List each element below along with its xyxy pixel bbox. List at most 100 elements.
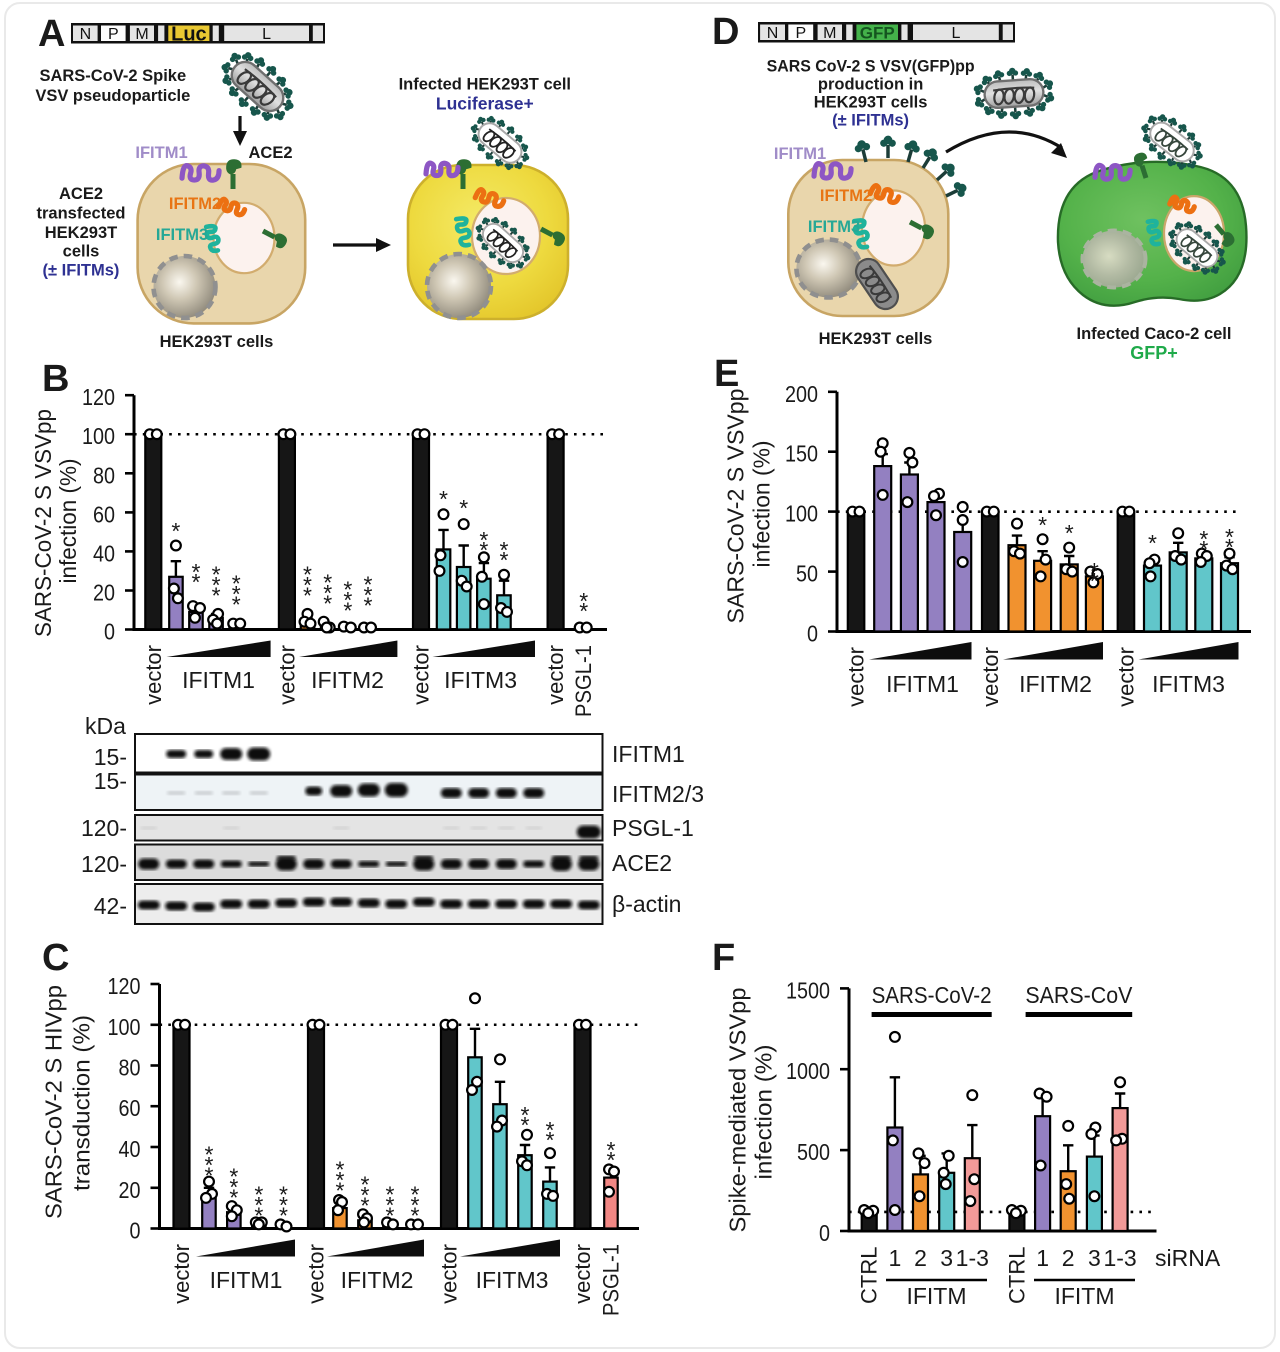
- svg-text:*: *: [336, 1167, 345, 1193]
- svg-text:0: 0: [130, 1218, 141, 1244]
- svg-text:vector: vector: [844, 647, 869, 707]
- svg-text:60: 60: [93, 501, 115, 527]
- svg-text:SARS-CoV-2 S VSVpp: SARS-CoV-2 S VSVpp: [722, 389, 748, 624]
- svg-text:*: *: [1199, 526, 1208, 552]
- svg-text:Luc: Luc: [171, 24, 207, 46]
- svg-text:PSGL-1: PSGL-1: [599, 1244, 624, 1316]
- svg-text:40: 40: [93, 540, 115, 566]
- svg-text:1500: 1500: [786, 977, 830, 1003]
- svg-text:*: *: [386, 1192, 395, 1218]
- svg-text:3: 3: [1088, 1245, 1101, 1271]
- svg-text:SARS CoV-2 S VSV(GFP)pp: SARS CoV-2 S VSV(GFP)pp: [767, 58, 975, 76]
- svg-text:500: 500: [797, 1139, 830, 1165]
- svg-text:transfected: transfected: [37, 205, 126, 223]
- svg-text:transduction (%): transduction (%): [69, 1015, 95, 1191]
- svg-text:IFITM1: IFITM1: [210, 1267, 283, 1293]
- svg-text:vector: vector: [978, 647, 1003, 707]
- svg-text:20: 20: [119, 1177, 141, 1203]
- svg-text:*: *: [607, 1147, 616, 1173]
- svg-text:100: 100: [108, 1014, 141, 1040]
- svg-text:*: *: [364, 572, 373, 598]
- svg-text:SARS-CoV-2 S HIVpp: SARS-CoV-2 S HIVpp: [41, 985, 67, 1219]
- svg-text:*: *: [459, 495, 468, 521]
- svg-text:GFP: GFP: [860, 23, 895, 42]
- svg-text:vector: vector: [141, 645, 166, 705]
- svg-text:vector: vector: [304, 1244, 329, 1304]
- svg-text:2: 2: [914, 1245, 927, 1271]
- svg-text:vector: vector: [437, 1244, 462, 1304]
- svg-text:*: *: [343, 577, 352, 603]
- svg-text:*: *: [1090, 568, 1099, 594]
- svg-text:*: *: [232, 571, 241, 597]
- svg-text:*: *: [361, 1182, 370, 1208]
- svg-text:SARS-CoV: SARS-CoV: [1025, 982, 1133, 1008]
- svg-text:IFITM2: IFITM2: [311, 667, 384, 693]
- svg-text:*: *: [1065, 520, 1074, 546]
- svg-text:*: *: [171, 518, 180, 544]
- svg-text:1: 1: [889, 1245, 902, 1271]
- svg-text:Spike-mediated VSVpp: Spike-mediated VSVpp: [724, 988, 750, 1233]
- svg-text:IFITM2: IFITM2: [1019, 671, 1092, 697]
- svg-text:15-: 15-: [94, 768, 127, 794]
- svg-text:*: *: [343, 598, 352, 624]
- svg-text:*: *: [411, 1203, 420, 1229]
- svg-text:*: *: [579, 588, 588, 614]
- svg-text:infection (%): infection (%): [55, 459, 81, 584]
- svg-text:*: *: [303, 583, 312, 609]
- svg-text:*: *: [336, 1157, 345, 1183]
- svg-text:siRNA: siRNA: [1155, 1245, 1221, 1271]
- svg-text:PSGL-1: PSGL-1: [571, 645, 596, 717]
- svg-text:infection (%): infection (%): [751, 1045, 777, 1180]
- svg-text:20: 20: [93, 580, 115, 606]
- svg-text:production in: production in: [818, 76, 923, 94]
- svg-text:*: *: [192, 559, 201, 585]
- svg-text:M: M: [823, 25, 836, 42]
- svg-text:100: 100: [82, 423, 115, 449]
- svg-text:vector: vector: [409, 645, 434, 705]
- svg-text:*: *: [1038, 512, 1047, 538]
- svg-text:IFITM1: IFITM1: [182, 667, 255, 693]
- svg-text:M: M: [135, 26, 148, 43]
- svg-text:*: *: [364, 582, 373, 608]
- svg-text:*: *: [411, 1192, 420, 1218]
- svg-text:D: D: [712, 11, 739, 53]
- svg-text:*: *: [500, 547, 509, 573]
- svg-text:*: *: [205, 1163, 214, 1189]
- svg-text:Infected Caco-2 cell: Infected Caco-2 cell: [1077, 325, 1232, 343]
- svg-text:*: *: [386, 1203, 395, 1229]
- svg-text:Luciferase+: Luciferase+: [436, 94, 534, 114]
- svg-text:IFITM3: IFITM3: [476, 1267, 549, 1293]
- svg-text:42-: 42-: [94, 893, 127, 919]
- svg-text:HEK293T cells: HEK293T cells: [160, 333, 274, 351]
- svg-text:*: *: [254, 1182, 263, 1208]
- svg-text:IFITM: IFITM: [906, 1283, 966, 1309]
- svg-text:120-: 120-: [81, 851, 127, 877]
- svg-text:*: *: [1090, 558, 1099, 584]
- svg-text:*: *: [364, 593, 373, 619]
- svg-text:1000: 1000: [786, 1058, 830, 1084]
- svg-text:β-actin: β-actin: [612, 891, 681, 917]
- svg-text:E: E: [714, 353, 739, 395]
- svg-text:ACE2: ACE2: [59, 185, 103, 203]
- svg-text:*: *: [336, 1178, 345, 1204]
- svg-text:F: F: [712, 937, 735, 979]
- svg-text:P: P: [108, 26, 119, 43]
- svg-text:*: *: [254, 1192, 263, 1218]
- svg-text:0: 0: [807, 621, 818, 647]
- svg-text:*: *: [546, 1127, 555, 1153]
- svg-text:*: *: [361, 1172, 370, 1198]
- svg-text:*: *: [229, 1174, 238, 1200]
- svg-text:C: C: [42, 937, 69, 979]
- svg-text:ACE2: ACE2: [612, 850, 672, 876]
- svg-text:*: *: [279, 1182, 288, 1208]
- svg-text:40: 40: [119, 1136, 141, 1162]
- svg-text:120: 120: [82, 384, 115, 410]
- svg-text:VSV pseudoparticle: VSV pseudoparticle: [35, 87, 190, 105]
- svg-text:80: 80: [93, 462, 115, 488]
- svg-text:*: *: [579, 598, 588, 624]
- svg-text:1-3: 1-3: [1103, 1245, 1136, 1271]
- svg-text:(± IFITMs): (± IFITMs): [43, 262, 120, 280]
- svg-text:15-: 15-: [94, 744, 127, 770]
- svg-text:*: *: [279, 1203, 288, 1229]
- svg-text:CTRL: CTRL: [857, 1247, 882, 1304]
